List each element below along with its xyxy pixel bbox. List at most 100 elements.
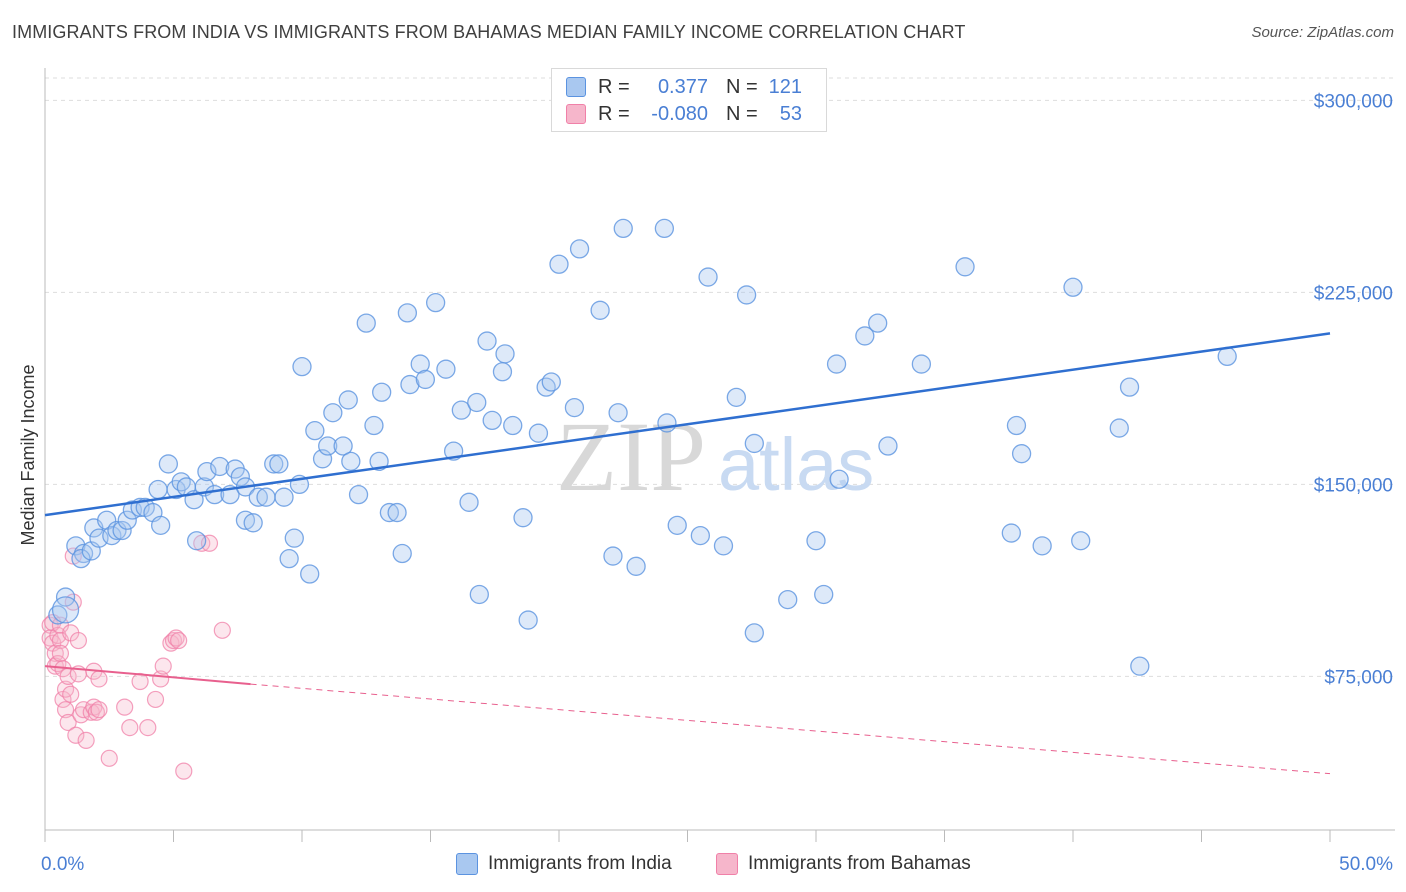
india-point	[806, 531, 826, 551]
india-point	[878, 436, 898, 456]
correlation-legend: R = 0.377 N = 121 R = -0.080 N = 53	[551, 68, 827, 132]
india-point	[814, 584, 834, 605]
india-point	[415, 369, 436, 390]
india-point	[564, 397, 585, 418]
legend-r-value: 0.377	[657, 75, 708, 98]
india-point	[323, 403, 343, 423]
india-point	[1109, 418, 1129, 438]
india-point	[264, 454, 284, 474]
india-point	[541, 372, 561, 392]
india-point	[369, 451, 389, 472]
india-point	[274, 487, 294, 507]
india-point	[955, 257, 975, 277]
legend-n-value: 53	[779, 102, 802, 125]
legend-row-bahamas: R = -0.080 N = 53	[566, 102, 802, 126]
bahamas-point	[213, 621, 231, 639]
india-point	[341, 451, 361, 472]
legend-n-value: 121	[768, 75, 802, 98]
india-point	[459, 492, 479, 512]
india-point	[495, 344, 515, 364]
india-point	[292, 356, 312, 377]
india-point	[73, 543, 94, 564]
y-axis-label: Median Family Income	[18, 364, 38, 545]
india-point	[469, 584, 489, 605]
y-tick-label: $150,000	[1314, 475, 1393, 496]
bahamas-trend-extension	[250, 683, 1331, 775]
india-point	[477, 331, 497, 351]
india-point	[513, 508, 533, 528]
india-point	[569, 239, 590, 259]
bahamas-point	[154, 657, 172, 675]
india-point	[744, 433, 764, 454]
bahamas-point	[90, 670, 108, 688]
india-point	[235, 510, 256, 530]
india-points	[48, 218, 1237, 676]
india-point	[590, 300, 610, 320]
india-point	[410, 354, 430, 374]
bahamas-point	[51, 644, 70, 662]
india-point	[269, 454, 289, 474]
bahamas-point	[146, 690, 165, 709]
axis-labels: $75,000 $150,000 $225,000 $300,000 0.0% 50.0%	[41, 91, 1393, 875]
x-tick-label-min: 0.0%	[41, 854, 84, 875]
india-point	[210, 456, 230, 477]
india-point	[348, 484, 369, 505]
india-point	[364, 415, 384, 436]
bahamas-point	[56, 701, 75, 719]
bahamas-point	[90, 701, 108, 719]
india-point	[186, 531, 207, 551]
india-point	[826, 354, 847, 374]
india-point	[713, 536, 734, 556]
y-tick-label: $75,000	[1324, 667, 1393, 688]
bahamas-point	[121, 718, 139, 737]
bahamas-point	[87, 703, 106, 721]
india-point	[425, 292, 446, 313]
source-credit: Source: ZipAtlas.com	[1251, 24, 1394, 41]
india-point	[451, 400, 471, 420]
india-point	[305, 420, 325, 441]
india-point	[97, 510, 117, 530]
bahamas-point	[164, 631, 183, 650]
india-point	[608, 403, 628, 423]
bottom-legend-label-india: Immigrants from India	[488, 853, 672, 874]
india-point	[503, 415, 523, 436]
bahamas-point	[170, 631, 188, 650]
india-point	[549, 254, 569, 274]
india-point	[726, 387, 746, 408]
legend-r-value: -0.080	[651, 102, 708, 125]
india-point	[1071, 531, 1091, 551]
bahamas-point	[46, 644, 64, 662]
bahamas-point	[59, 713, 77, 732]
india-point	[256, 487, 276, 507]
bahamas-point	[56, 680, 75, 698]
legend-n-label: N =	[726, 102, 758, 125]
india-point	[372, 382, 392, 402]
india-point	[855, 326, 875, 346]
india-point	[1011, 444, 1032, 464]
bahamas-point	[175, 762, 193, 780]
india-point	[482, 410, 502, 431]
bahamas-point	[116, 698, 134, 716]
india-point	[1119, 377, 1140, 397]
india-point	[626, 556, 646, 576]
bottom-legend-swatch-bahamas	[716, 853, 738, 875]
india-point	[300, 564, 320, 584]
bahamas-point	[67, 726, 85, 744]
india-point	[148, 479, 168, 500]
india-point	[778, 589, 798, 610]
india-point	[284, 528, 304, 548]
india-point	[492, 362, 513, 382]
india-point	[338, 390, 358, 410]
india-point	[690, 525, 710, 546]
india-point	[397, 303, 418, 323]
bahamas-point	[77, 731, 95, 750]
india-point	[158, 454, 179, 474]
india-point	[51, 596, 80, 624]
legend-n-label: N =	[726, 75, 758, 98]
trend-lines	[44, 332, 1331, 775]
india-point	[1217, 346, 1237, 367]
india-point	[150, 515, 171, 536]
india-point	[518, 610, 538, 630]
india-point	[71, 548, 91, 569]
y-tick-label: $300,000	[1314, 91, 1393, 112]
